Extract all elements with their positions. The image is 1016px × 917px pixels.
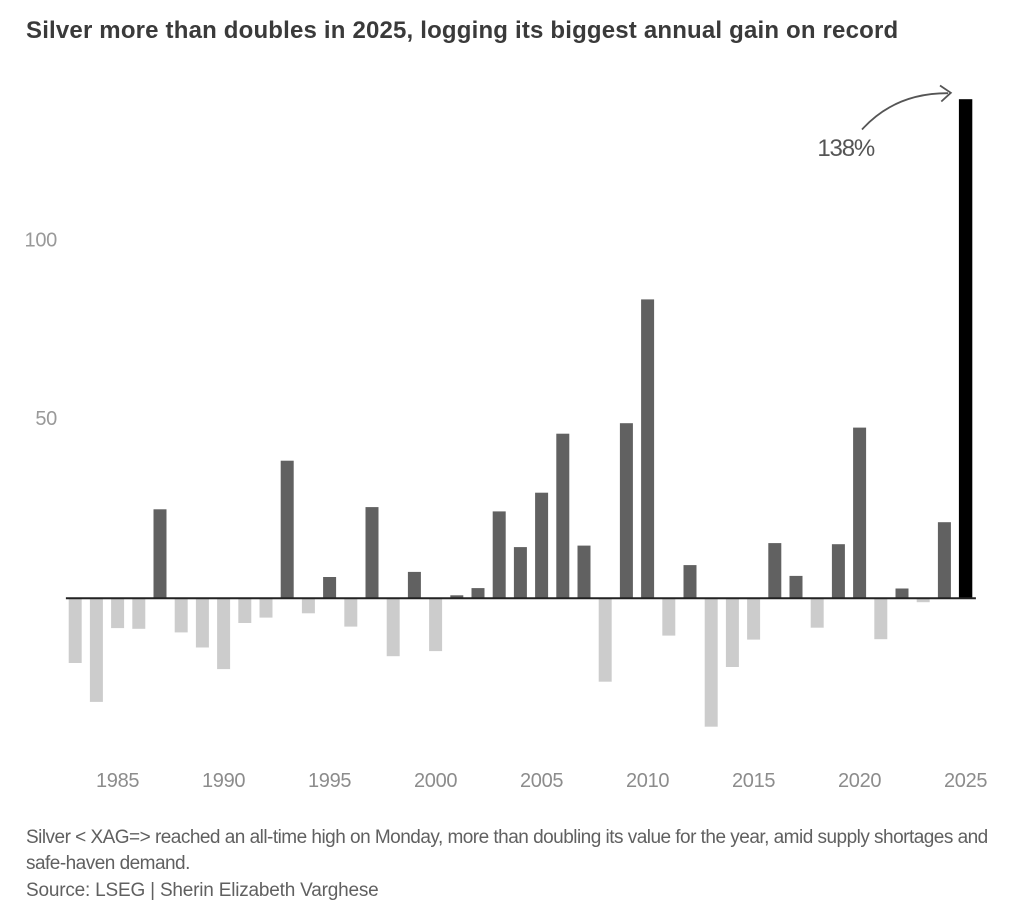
svg-text:2015: 2015 xyxy=(732,770,775,792)
svg-text:2020: 2020 xyxy=(838,770,881,792)
svg-text:2000: 2000 xyxy=(414,770,457,792)
svg-text:1995: 1995 xyxy=(308,770,351,792)
svg-text:2025: 2025 xyxy=(944,770,987,792)
svg-text:1985: 1985 xyxy=(96,770,139,792)
svg-text:2010: 2010 xyxy=(626,770,669,792)
svg-text:1990: 1990 xyxy=(202,770,245,792)
svg-text:2005: 2005 xyxy=(520,770,563,792)
svg-text:138%: 138% xyxy=(817,135,874,162)
svg-text:50: 50 xyxy=(35,408,57,430)
svg-text:100: 100 xyxy=(25,230,58,252)
